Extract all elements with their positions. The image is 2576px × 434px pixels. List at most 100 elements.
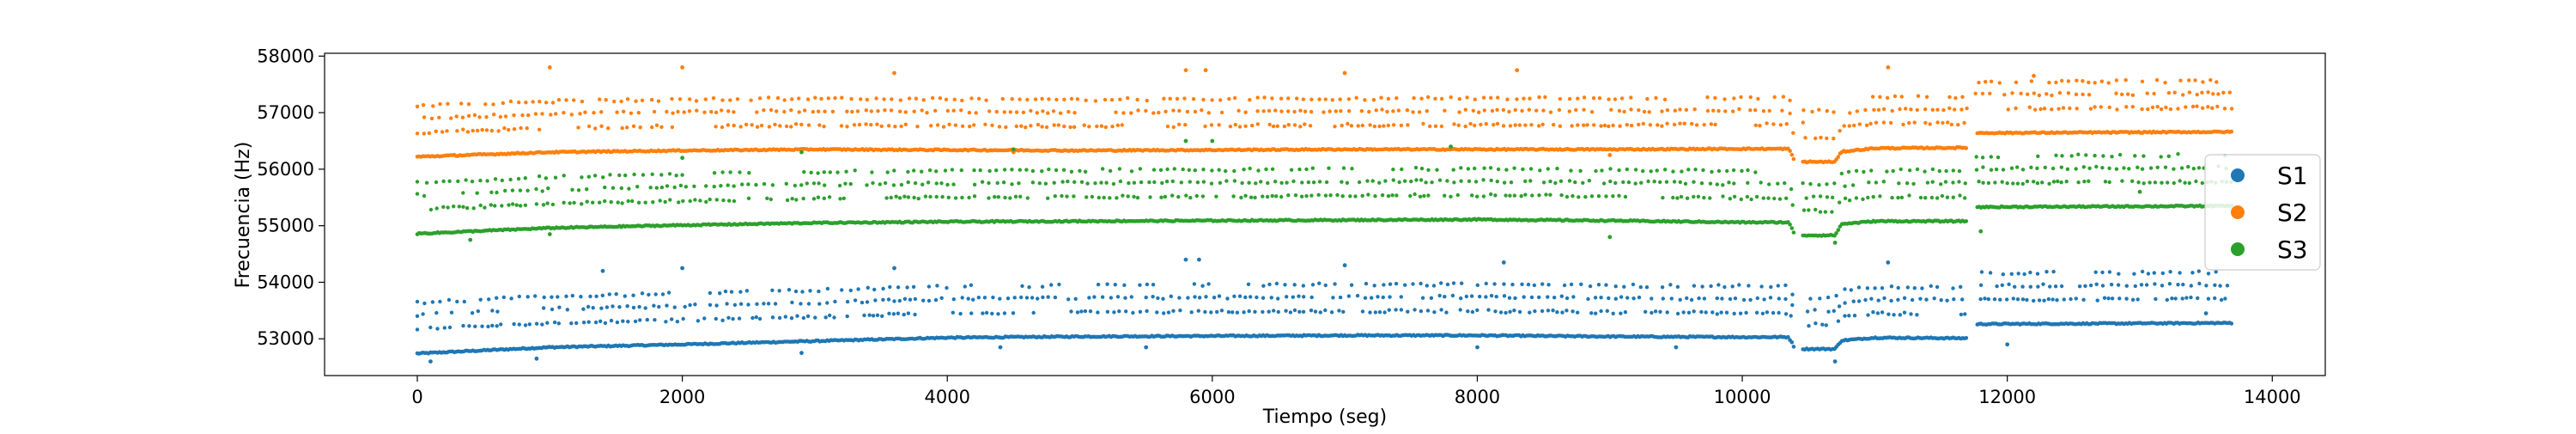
data-point [744, 289, 750, 293]
data-point [1170, 193, 1175, 198]
data-point [461, 205, 465, 209]
data-point [1360, 193, 1364, 198]
data-point [809, 170, 813, 174]
data-point [939, 181, 944, 186]
data-point [1282, 124, 1287, 129]
data-point [2160, 284, 2165, 288]
data-point [1309, 295, 1314, 300]
data-point [1466, 309, 1470, 314]
data-point [875, 122, 879, 126]
data-point [650, 125, 654, 130]
data-point [969, 283, 974, 287]
data-point [894, 194, 898, 199]
data-point [1915, 107, 1919, 113]
data-point [921, 298, 926, 303]
data-point [1870, 95, 1875, 99]
data-point [930, 95, 935, 101]
data-point [1309, 109, 1314, 114]
data-point [1072, 111, 1077, 115]
data-point [2059, 180, 2063, 185]
data-point [720, 170, 725, 174]
data-point [2057, 90, 2063, 95]
data-point [2013, 284, 2017, 289]
data-point [905, 285, 909, 290]
data-point [1528, 310, 1532, 315]
data-point [1297, 167, 1302, 172]
data-point [1439, 96, 1444, 101]
data-point [1206, 282, 1211, 286]
outlier-point [799, 351, 804, 356]
data-point [902, 312, 906, 317]
data-point [1188, 180, 1193, 184]
data-point [526, 295, 530, 299]
data-point [2172, 167, 2176, 171]
data-point [754, 182, 758, 187]
data-point [827, 195, 832, 199]
data-point [1842, 124, 1846, 128]
outlier-point [1501, 260, 1506, 265]
data-point [972, 182, 977, 186]
data-point [1788, 223, 1792, 227]
data-point [1243, 124, 1248, 128]
data-point [693, 303, 697, 307]
data-point [1021, 110, 1026, 114]
data-point [1560, 310, 1564, 315]
data-point [580, 175, 584, 180]
data-point [1594, 311, 1598, 315]
data-point [1261, 194, 1265, 199]
data-point [1115, 196, 1119, 200]
data-point [609, 199, 613, 205]
data-point [1619, 295, 1624, 299]
data-point [1984, 80, 1988, 84]
data-point [1346, 294, 1352, 298]
data-point [2184, 296, 2189, 300]
data-point [1552, 123, 1556, 127]
data-point [1209, 310, 1213, 315]
data-point [1523, 123, 1528, 127]
data-point [819, 96, 823, 101]
data-point [1825, 108, 1829, 113]
data-point [1232, 294, 1236, 298]
data-point [1473, 166, 1477, 171]
data-point [1266, 180, 1270, 186]
data-point [813, 95, 817, 100]
data-point [534, 202, 539, 206]
data-point [1857, 122, 1862, 126]
data-point [2033, 107, 2038, 112]
data-point [2213, 296, 2217, 301]
data-point [1920, 286, 1924, 290]
data-point [865, 300, 870, 304]
data-point [1588, 284, 1593, 289]
data-point [886, 297, 891, 302]
data-point [762, 302, 766, 306]
data-point [1705, 95, 1710, 100]
data-point [1730, 284, 1735, 289]
data-point [1834, 231, 1838, 235]
data-point [1856, 285, 1862, 290]
data-point [2011, 296, 2015, 301]
data-point [2200, 180, 2204, 186]
data-point [1382, 310, 1387, 315]
data-point [1419, 281, 1423, 286]
data-point [2093, 81, 2097, 85]
data-point [1643, 309, 1648, 314]
data-point [1018, 168, 1023, 172]
data-point [1151, 111, 1156, 115]
data-point [1924, 95, 1929, 100]
data-point [533, 112, 538, 116]
data-point [1652, 180, 1656, 184]
data-point [1040, 125, 1044, 129]
data-point [2020, 284, 2025, 289]
data-point [1678, 297, 1682, 302]
data-point [1090, 194, 1095, 199]
data-point [441, 179, 446, 184]
data-point [1328, 193, 1333, 198]
data-point [1836, 319, 1841, 323]
data-point [2032, 298, 2036, 303]
data-point [1532, 283, 1537, 288]
data-point [480, 127, 484, 132]
data-point [1363, 296, 1368, 300]
data-point [1052, 180, 1056, 185]
data-point [1298, 108, 1303, 113]
data-point [1660, 109, 1664, 113]
